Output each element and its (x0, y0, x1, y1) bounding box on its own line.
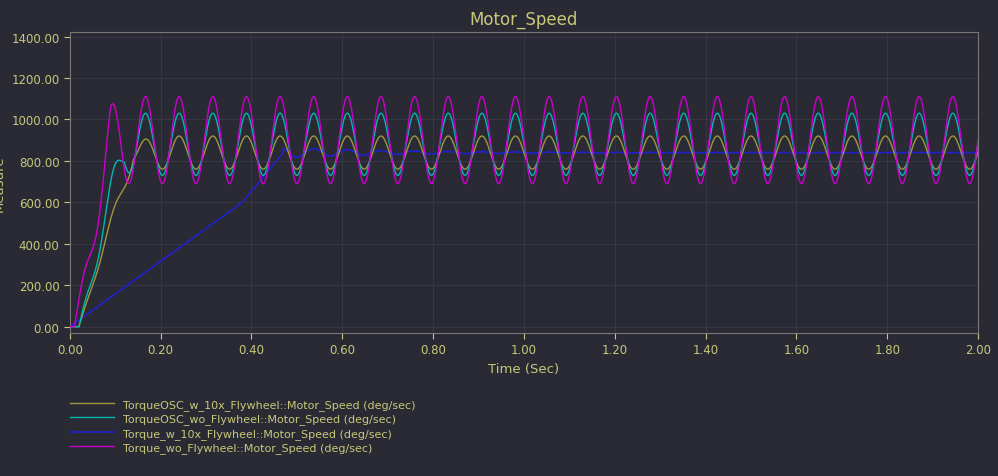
Legend: TorqueOSC_w_10x_Flywheel::Motor_Speed (deg/sec), TorqueOSC_wo_Flywheel::Motor_Sp: TorqueOSC_w_10x_Flywheel::Motor_Speed (d… (70, 399, 416, 453)
TorqueOSC_wo_Flywheel::Motor_Speed (deg/sec) (738, 139, 749, 144)
Torque_w_10x_Flywheel::Motor_Speed (deg/sec) (110, 291, 122, 297)
Line: TorqueOSC_w_10x_Flywheel::Motor_Speed (deg/sec): TorqueOSC_w_10x_Flywheel::Motor_Speed (d… (70, 137, 978, 327)
TorqueOSC_wo_Flywheel::Motor_Speed (deg/sec) (972, 142, 984, 148)
Y-axis label: Measure: Measure (0, 155, 6, 211)
Torque_wo_Flywheel::Motor_Speed (deg/sec) (712, 95, 724, 100)
Torque_w_10x_Flywheel::Motor_Speed (deg/sec) (64, 324, 76, 330)
TorqueOSC_w_10x_Flywheel::Motor_Speed (deg/sec) (785, 147, 797, 152)
TorqueOSC_wo_Flywheel::Motor_Speed (deg/sec) (392, 173, 404, 178)
TorqueOSC_w_10x_Flywheel::Motor_Speed (deg/sec) (972, 150, 984, 156)
Line: Torque_w_10x_Flywheel::Motor_Speed (deg/sec): Torque_w_10x_Flywheel::Motor_Speed (deg/… (70, 149, 978, 327)
TorqueOSC_w_10x_Flywheel::Motor_Speed (deg/sec) (392, 167, 404, 172)
TorqueOSC_w_10x_Flywheel::Motor_Speed (deg/sec) (64, 324, 76, 330)
Torque_wo_Flywheel::Motor_Speed (deg/sec) (64, 324, 76, 330)
Torque_wo_Flywheel::Motor_Speed (deg/sec) (785, 128, 797, 133)
TorqueOSC_wo_Flywheel::Motor_Speed (deg/sec) (712, 111, 724, 117)
Torque_w_10x_Flywheel::Motor_Speed (deg/sec) (785, 150, 797, 156)
TorqueOSC_w_10x_Flywheel::Motor_Speed (deg/sec) (601, 153, 613, 159)
Line: Torque_wo_Flywheel::Motor_Speed (deg/sec): Torque_wo_Flywheel::Motor_Speed (deg/sec… (70, 98, 978, 327)
TorqueOSC_wo_Flywheel::Motor_Speed (deg/sec) (110, 161, 122, 167)
Line: TorqueOSC_wo_Flywheel::Motor_Speed (deg/sec): TorqueOSC_wo_Flywheel::Motor_Speed (deg/… (70, 114, 978, 327)
TorqueOSC_w_10x_Flywheel::Motor_Speed (deg/sec) (712, 134, 724, 139)
Torque_wo_Flywheel::Motor_Speed (deg/sec) (110, 107, 122, 113)
Torque_w_10x_Flywheel::Motor_Speed (deg/sec) (277, 146, 289, 152)
X-axis label: Time (Sec): Time (Sec) (488, 362, 560, 375)
Torque_wo_Flywheel::Motor_Speed (deg/sec) (738, 133, 749, 139)
Torque_w_10x_Flywheel::Motor_Speed (deg/sec) (393, 152, 405, 158)
Torque_wo_Flywheel::Motor_Speed (deg/sec) (641, 102, 653, 108)
TorqueOSC_wo_Flywheel::Motor_Speed (deg/sec) (64, 324, 76, 330)
TorqueOSC_w_10x_Flywheel::Motor_Speed (deg/sec) (641, 137, 653, 142)
Torque_w_10x_Flywheel::Motor_Speed (deg/sec) (641, 150, 653, 156)
Torque_w_10x_Flywheel::Motor_Speed (deg/sec) (972, 150, 984, 156)
TorqueOSC_w_10x_Flywheel::Motor_Speed (deg/sec) (738, 149, 749, 154)
Torque_wo_Flywheel::Motor_Speed (deg/sec) (972, 138, 984, 144)
Torque_w_10x_Flywheel::Motor_Speed (deg/sec) (738, 150, 749, 156)
TorqueOSC_wo_Flywheel::Motor_Speed (deg/sec) (601, 147, 613, 152)
TorqueOSC_w_10x_Flywheel::Motor_Speed (deg/sec) (110, 202, 122, 208)
Torque_wo_Flywheel::Motor_Speed (deg/sec) (601, 145, 613, 150)
TorqueOSC_wo_Flywheel::Motor_Speed (deg/sec) (785, 135, 797, 140)
TorqueOSC_wo_Flywheel::Motor_Speed (deg/sec) (641, 117, 653, 122)
Torque_wo_Flywheel::Motor_Speed (deg/sec) (392, 181, 404, 187)
Torque_w_10x_Flywheel::Motor_Speed (deg/sec) (602, 150, 614, 156)
Title: Motor_Speed: Motor_Speed (470, 11, 578, 29)
